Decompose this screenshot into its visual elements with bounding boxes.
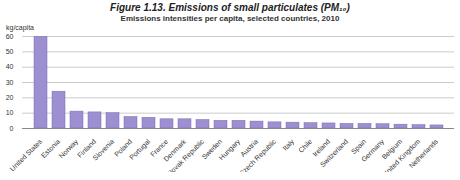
svg-text:Italy: Italy (281, 137, 296, 152)
svg-text:France: France (148, 137, 170, 158)
svg-text:Sweden: Sweden (200, 137, 224, 161)
svg-text:40: 40 (6, 63, 14, 70)
svg-text:60: 60 (6, 33, 14, 40)
svg-text:Netherlands: Netherlands (408, 137, 440, 169)
svg-text:Finland: Finland (76, 137, 98, 159)
svg-text:Chile: Chile (297, 138, 313, 154)
html-text:Figure 1.13. Emissions of smal: Figure 1.13. Emissions of small particul… (110, 2, 350, 13)
svg-text:Estonia: Estonia (39, 137, 62, 160)
svg-text:Czech Republic: Czech Republic (238, 137, 279, 172)
svg-text:Poland: Poland (112, 137, 134, 158)
svg-text:Spain: Spain (349, 137, 368, 156)
svg-text:0: 0 (10, 125, 14, 132)
svg-text:Belgium: Belgium (380, 137, 404, 161)
svg-text:Norway: Norway (58, 137, 81, 160)
svg-text:Slovenia: Slovenia (91, 138, 115, 162)
svg-text:Ireland: Ireland (311, 137, 332, 158)
svg-text:Portugal: Portugal (128, 137, 152, 161)
svg-text:Hungary: Hungary (218, 137, 243, 162)
html-text:Emissions intensities per capi: Emissions intensities per capita, select… (120, 14, 340, 23)
svg-text:10: 10 (6, 109, 14, 116)
html-text:kg/capita: kg/capita (6, 24, 34, 31)
svg-text:Denmark: Denmark (162, 137, 188, 163)
svg-text:United States: United States (9, 137, 44, 172)
svg-text:Germany: Germany (360, 137, 386, 163)
svg-text:Switzerland: Switzerland (319, 138, 350, 169)
svg-text:Austria: Austria (238, 137, 260, 158)
svg-text:50: 50 (6, 48, 14, 55)
svg-text:20: 20 (6, 94, 14, 101)
svg-text:30: 30 (6, 79, 14, 86)
